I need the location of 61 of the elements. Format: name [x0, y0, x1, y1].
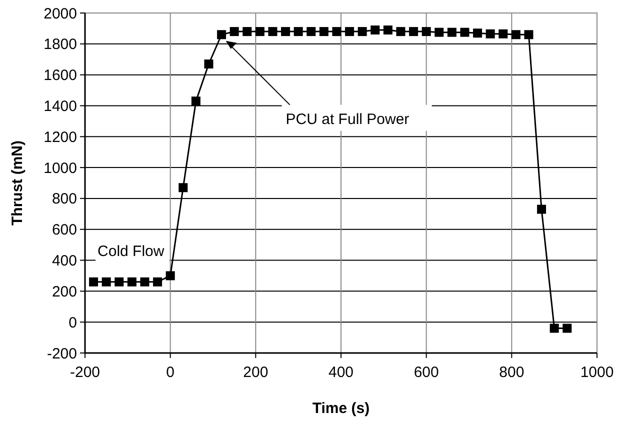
y-tick-label: 400 — [52, 252, 77, 270]
point — [396, 27, 406, 36]
point — [153, 277, 162, 286]
y-axis-title: Thrust (mN) — [9, 140, 26, 226]
y-tick-label: 0 — [68, 314, 77, 332]
y-tick-label: 1800 — [44, 36, 77, 54]
x-axis-title: Time (s) — [312, 400, 370, 417]
x-tick-label: 200 — [243, 364, 268, 381]
point — [460, 28, 470, 37]
point — [383, 26, 392, 34]
point — [166, 271, 175, 280]
point — [140, 277, 150, 286]
y-tick-label: 2000 — [44, 5, 77, 22]
y-tick-label: 600 — [52, 222, 77, 239]
x-tick-label: -200 — [70, 364, 100, 381]
point — [217, 30, 226, 40]
x-tick-label: 600 — [414, 364, 439, 381]
point — [550, 324, 559, 333]
point — [255, 27, 264, 36]
x-tick-label: 400 — [328, 364, 354, 381]
point — [434, 28, 444, 37]
y-tick-label: 800 — [52, 190, 77, 208]
point — [332, 27, 342, 36]
point — [89, 277, 98, 286]
point — [562, 324, 572, 333]
point — [306, 27, 316, 36]
point — [230, 27, 239, 36]
point — [537, 204, 546, 214]
point — [178, 183, 188, 192]
annotation: Cold Flow — [98, 242, 164, 260]
point — [511, 30, 520, 40]
point — [127, 277, 136, 286]
point — [370, 26, 380, 34]
y-tick-label: 1400 — [44, 98, 77, 115]
point — [358, 27, 367, 36]
point — [281, 27, 290, 36]
point — [204, 60, 214, 68]
point — [268, 27, 278, 36]
point — [102, 277, 111, 286]
x-tick-label: 800 — [499, 364, 524, 381]
point — [486, 29, 495, 38]
y-tick-label: -200 — [46, 345, 77, 362]
point — [345, 27, 354, 36]
point — [242, 27, 252, 36]
y-tick-label: 1200 — [44, 128, 77, 146]
point — [319, 27, 328, 36]
point — [191, 96, 200, 106]
point — [447, 28, 456, 37]
point — [114, 277, 124, 286]
x-tick-label: 0 — [166, 364, 175, 381]
point — [473, 28, 482, 38]
annotation: PCU at Full Power — [286, 110, 410, 128]
point — [294, 27, 303, 36]
point — [498, 29, 508, 38]
point — [422, 27, 431, 36]
point — [524, 30, 534, 40]
point — [409, 27, 418, 36]
y-tick-label: 200 — [52, 283, 77, 300]
x-tick-label: 1000 — [580, 364, 614, 381]
y-tick-label: 1000 — [44, 160, 77, 177]
y-tick-label: 1600 — [44, 67, 77, 84]
